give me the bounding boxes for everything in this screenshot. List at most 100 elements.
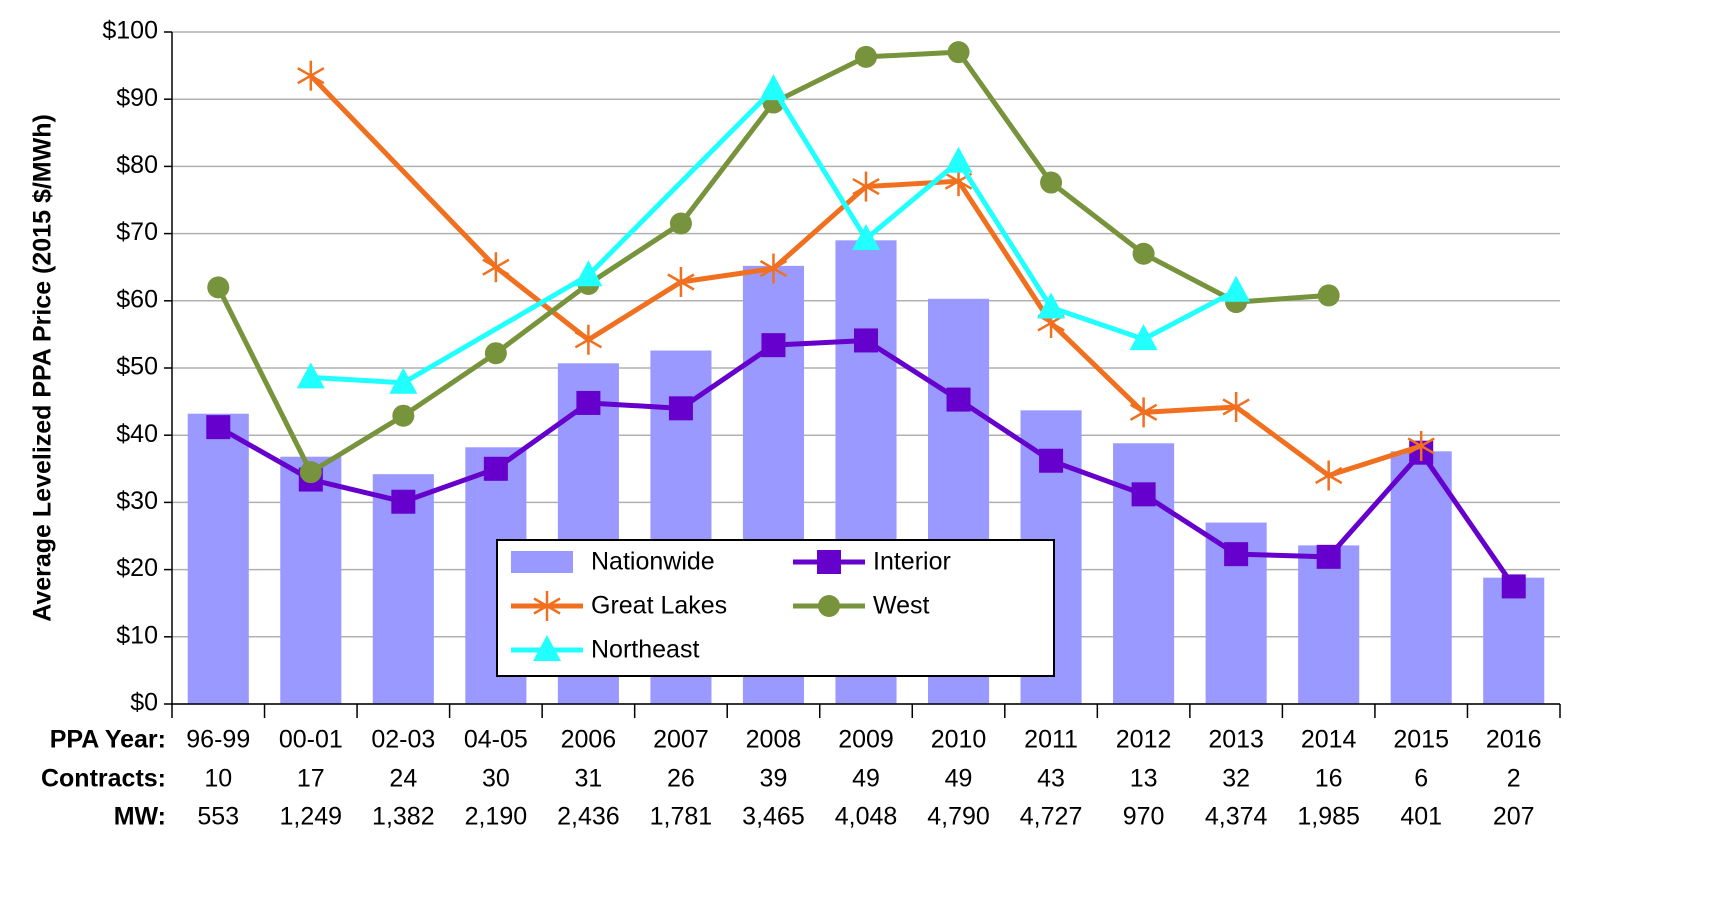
marker-circle (669, 212, 692, 235)
marker (389, 367, 418, 394)
line-segment (863, 337, 962, 403)
marker-square (576, 390, 601, 415)
line-segment (493, 400, 591, 472)
marker-stroke (1314, 466, 1343, 485)
marker-circle (299, 461, 322, 484)
marker-stroke (1222, 398, 1250, 416)
legend-label: Northeast (591, 636, 699, 664)
marker (1129, 397, 1158, 428)
x-tick-label: 02-03 (371, 726, 435, 754)
x-tick-label: 2009 (838, 726, 894, 754)
line-segment (1048, 180, 1147, 257)
table-cell: 13 (1130, 765, 1158, 793)
marker (574, 324, 603, 355)
marker-triangle (533, 635, 561, 661)
table-cell: 970 (1123, 803, 1165, 831)
marker-stroke (667, 273, 695, 291)
legend-swatch (511, 551, 573, 573)
table-cell: 16 (1315, 765, 1343, 793)
line-segment (863, 178, 962, 190)
line-segment (678, 100, 776, 227)
table-cell: 10 (204, 765, 232, 793)
table-cell: 17 (297, 765, 325, 793)
table-cell: 6 (1414, 765, 1428, 793)
line-segment (585, 221, 684, 287)
marker-circle (855, 45, 877, 68)
line-segment (678, 266, 776, 285)
table-cell: 30 (482, 765, 510, 793)
line-segment (1048, 305, 1147, 342)
marker (206, 415, 231, 440)
table-cell: 32 (1222, 765, 1250, 793)
y-tick-label: $100 (102, 17, 158, 45)
x-tick-label: 2006 (561, 726, 617, 754)
x-tick-label: 2010 (931, 726, 987, 754)
marker-square (668, 396, 693, 421)
y-tick-label: $10 (116, 621, 158, 649)
legend-label: West (873, 592, 930, 620)
x-tick-label: 00-01 (279, 726, 343, 754)
line-segment (770, 86, 869, 242)
marker-stroke (482, 258, 510, 276)
marker-stroke (533, 597, 561, 615)
line-segment (770, 337, 869, 348)
marker (391, 489, 416, 514)
y-tick-label: $40 (116, 420, 158, 448)
marker-circle (1132, 242, 1155, 265)
line-segment (400, 466, 499, 505)
marker (1224, 542, 1249, 567)
table-cell: 4,048 (835, 803, 898, 831)
marker (1501, 574, 1526, 599)
x-tick-label: 96-99 (186, 726, 250, 754)
marker (944, 146, 973, 173)
table-cell: 39 (760, 765, 788, 793)
marker-circle (1317, 284, 1340, 307)
marker (669, 212, 692, 235)
line-segment (770, 54, 869, 106)
marker (946, 387, 971, 412)
marker-stroke (759, 259, 788, 278)
x-tick-label: 2011 (1024, 726, 1078, 754)
table-cell: 26 (667, 765, 695, 793)
marker (667, 266, 695, 297)
line-segment (1233, 292, 1332, 305)
y-tick-label: $90 (116, 84, 158, 112)
y-tick-label: $20 (116, 554, 158, 582)
x-tick-label: 2007 (653, 726, 709, 754)
marker (1040, 171, 1063, 194)
marker-square (761, 333, 786, 358)
marker (392, 404, 415, 427)
row-label: PPA Year: (50, 726, 166, 754)
x-tick-label: 2013 (1208, 726, 1264, 754)
line-segment (1418, 450, 1517, 589)
marker-square (206, 415, 231, 440)
line-segment (956, 159, 1054, 311)
line-segment (1141, 288, 1239, 342)
y-axis-title: Average Levelized PPA Price (2015 $/MWh) (29, 114, 57, 622)
marker (761, 333, 786, 358)
line-segment (308, 374, 406, 386)
marker (1037, 292, 1066, 319)
marker (854, 328, 878, 353)
line-segment (678, 342, 776, 411)
table-cell: 49 (945, 765, 973, 793)
line-segment (585, 279, 684, 343)
marker (1039, 448, 1064, 473)
bar (1390, 451, 1452, 704)
table-cell: 401 (1400, 803, 1442, 831)
marker (484, 342, 507, 365)
table-cell: 3,465 (742, 803, 805, 831)
marker-square (1131, 482, 1156, 507)
x-tick-label: 2014 (1301, 726, 1357, 754)
legend-box (496, 539, 1055, 677)
line-segment (1326, 443, 1424, 479)
line-segment (308, 73, 499, 270)
marker-triangle (1129, 324, 1158, 351)
marker-square (1501, 574, 1526, 599)
line-segment (493, 281, 591, 356)
marker (483, 456, 508, 481)
marker (1316, 544, 1341, 569)
marker-circle (947, 41, 970, 64)
marker (1129, 324, 1158, 351)
marker (759, 74, 788, 101)
